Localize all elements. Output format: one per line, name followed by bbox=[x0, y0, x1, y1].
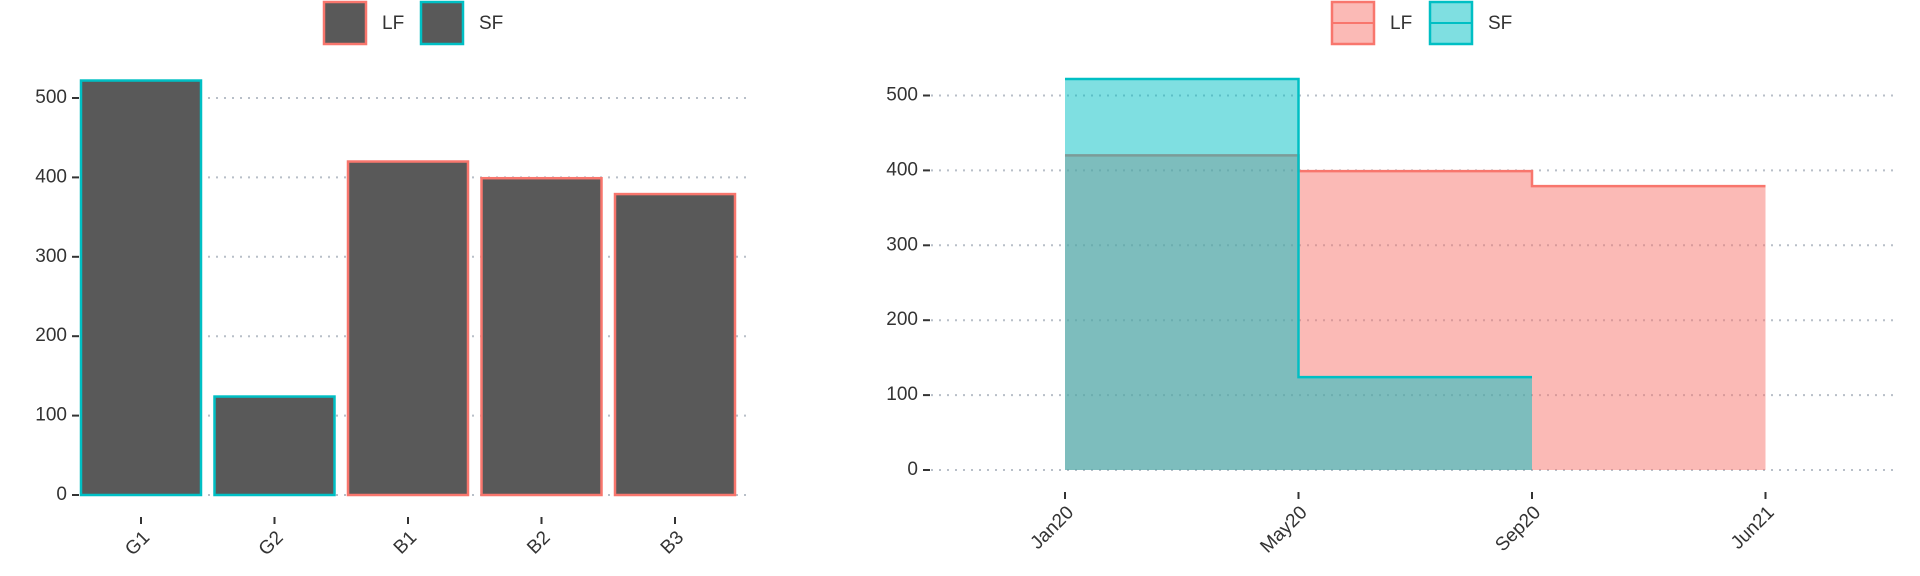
legend-key bbox=[419, 0, 465, 46]
x-tick-label: B3 bbox=[657, 527, 688, 558]
y-tick-label: 100 bbox=[35, 405, 67, 426]
x-tick-label: G1 bbox=[121, 527, 154, 560]
y-tick-label: 400 bbox=[35, 166, 67, 187]
bar bbox=[480, 176, 603, 497]
y-tick-label: 300 bbox=[35, 246, 67, 267]
legend-label: LF bbox=[1390, 13, 1412, 34]
x-tick-label: B1 bbox=[390, 527, 421, 558]
x-tick-label: B2 bbox=[523, 527, 554, 558]
bar bbox=[213, 395, 336, 497]
legend-label: SF bbox=[479, 13, 503, 34]
legend-label: SF bbox=[1488, 13, 1512, 34]
legend-key bbox=[322, 0, 368, 46]
step-line bbox=[1065, 77, 1532, 379]
x-tick-label: Sep20 bbox=[1491, 502, 1545, 556]
y-tick-label: 200 bbox=[886, 309, 918, 330]
bar bbox=[346, 160, 470, 497]
bar bbox=[79, 79, 203, 497]
y-tick-label: 0 bbox=[56, 484, 67, 505]
x-tick-label: Jan20 bbox=[1027, 502, 1078, 553]
y-tick-label: 300 bbox=[886, 234, 918, 255]
x-tick-label: G2 bbox=[255, 527, 288, 560]
y-tick-label: 100 bbox=[886, 384, 918, 405]
x-tick-label: May20 bbox=[1256, 502, 1311, 557]
y-tick-label: 500 bbox=[886, 85, 918, 106]
bar bbox=[613, 192, 737, 497]
y-tick-label: 400 bbox=[886, 159, 918, 180]
x-tick-label: Jun21 bbox=[1727, 502, 1778, 553]
y-tick-label: 200 bbox=[35, 325, 67, 346]
legend-label: LF bbox=[382, 13, 404, 34]
y-tick-label: 500 bbox=[35, 87, 67, 108]
y-tick-label: 0 bbox=[907, 459, 918, 480]
